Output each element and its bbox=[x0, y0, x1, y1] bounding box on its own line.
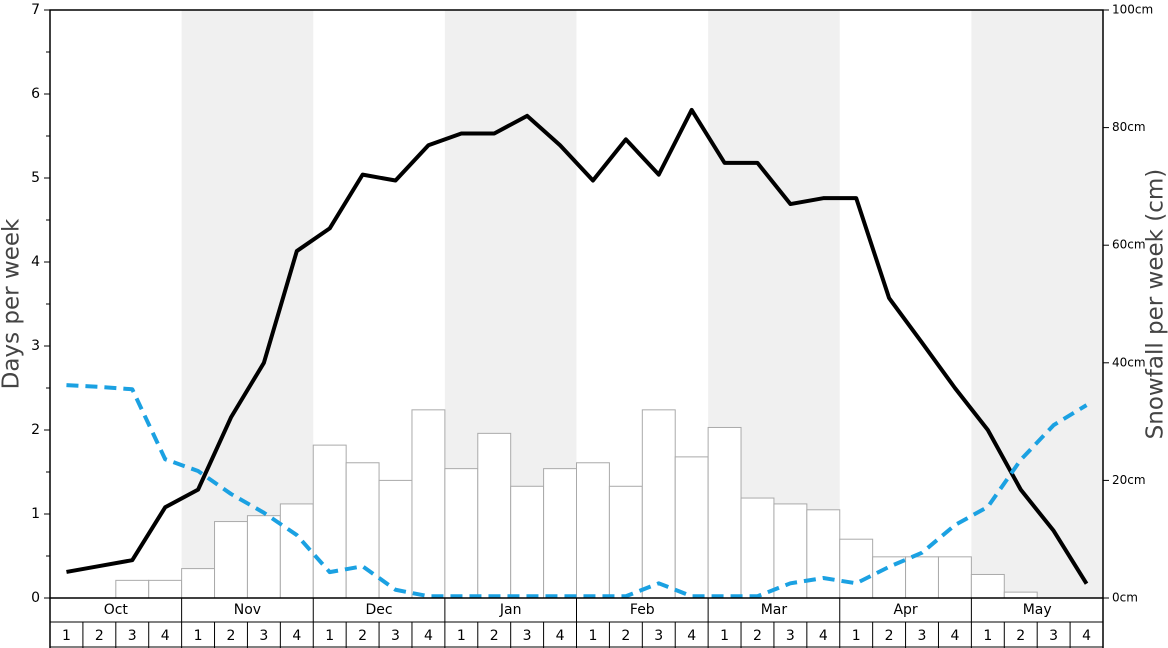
bar bbox=[839, 538, 874, 599]
week-label: 1 bbox=[62, 628, 71, 644]
bar bbox=[214, 521, 248, 599]
bar bbox=[608, 485, 643, 599]
bar bbox=[707, 426, 742, 599]
week-label: 4 bbox=[1082, 628, 1091, 644]
month-band bbox=[181, 10, 314, 598]
week-label: 2 bbox=[753, 628, 762, 644]
y2-tick-label: 60cm bbox=[1112, 238, 1146, 252]
y-tick-label: 7 bbox=[31, 2, 40, 18]
bar bbox=[115, 579, 150, 599]
bar bbox=[345, 462, 380, 599]
week-label: 4 bbox=[819, 628, 828, 644]
y-tick-label: 3 bbox=[31, 338, 40, 354]
y2-tick-label: 20cm bbox=[1112, 473, 1146, 487]
bar bbox=[1003, 591, 1038, 599]
bar bbox=[543, 468, 577, 599]
line bbox=[66, 107, 1089, 585]
week-label: 1 bbox=[720, 628, 729, 644]
month-label: May bbox=[1023, 602, 1052, 618]
week-label: 3 bbox=[918, 628, 927, 644]
week-label: 2 bbox=[227, 628, 236, 644]
week-label: 1 bbox=[852, 628, 861, 644]
week-label: 3 bbox=[786, 628, 795, 644]
bar bbox=[510, 485, 545, 599]
month-label: Apr bbox=[893, 602, 917, 618]
month-label: Jan bbox=[499, 602, 522, 618]
month-label: Nov bbox=[234, 602, 261, 618]
y2-tick-label: 100cm bbox=[1112, 3, 1153, 17]
bar bbox=[181, 568, 216, 599]
bar bbox=[674, 456, 709, 599]
week-label: 4 bbox=[161, 628, 170, 644]
week-label: 2 bbox=[358, 628, 367, 644]
week-label: 4 bbox=[424, 628, 433, 644]
y-tick-label: 0 bbox=[31, 590, 40, 606]
week-label: 1 bbox=[325, 628, 334, 644]
week-label: 1 bbox=[983, 628, 992, 644]
y2-axis-title: Snowfall per week (cm) bbox=[1143, 169, 1168, 440]
bar bbox=[576, 462, 610, 599]
month-label: Dec bbox=[366, 602, 393, 618]
y-tick-label: 6 bbox=[31, 86, 40, 102]
week-label: 3 bbox=[128, 628, 137, 644]
y2-tick-label: 0cm bbox=[1112, 591, 1138, 605]
week-label: 3 bbox=[1049, 628, 1058, 644]
week-label: 2 bbox=[490, 628, 499, 644]
dashed-line bbox=[66, 383, 1088, 599]
week-label: 2 bbox=[1016, 628, 1025, 644]
week-label: 2 bbox=[621, 628, 630, 644]
y-tick-label: 5 bbox=[31, 170, 40, 186]
bar bbox=[970, 573, 1005, 599]
week-label: 4 bbox=[556, 628, 565, 644]
y2-tick-label: 80cm bbox=[1112, 120, 1146, 134]
week-label: 3 bbox=[391, 628, 400, 644]
bar bbox=[411, 409, 446, 599]
month-label: Oct bbox=[104, 602, 129, 618]
week-label: 4 bbox=[292, 628, 301, 644]
week-label: 1 bbox=[194, 628, 203, 644]
week-label: 3 bbox=[654, 628, 663, 644]
bar bbox=[312, 444, 347, 599]
week-label: 1 bbox=[457, 628, 466, 644]
y-tick-label: 2 bbox=[31, 422, 40, 438]
week-label: 4 bbox=[950, 628, 959, 644]
bar bbox=[905, 556, 939, 599]
y2-tick-label: 40cm bbox=[1112, 355, 1146, 369]
y-tick-label: 4 bbox=[31, 254, 40, 270]
bar bbox=[148, 579, 183, 599]
bar bbox=[740, 497, 775, 599]
week-label: 3 bbox=[259, 628, 268, 644]
week-label: 2 bbox=[885, 628, 894, 644]
week-label: 4 bbox=[687, 628, 696, 644]
week-label: 3 bbox=[523, 628, 532, 644]
bar bbox=[246, 515, 281, 599]
bar bbox=[937, 556, 972, 599]
bar bbox=[444, 468, 479, 599]
week-label: 1 bbox=[588, 628, 597, 644]
bar bbox=[806, 509, 841, 599]
bar bbox=[641, 409, 676, 599]
month-label: Mar bbox=[761, 602, 788, 618]
y-axis-title: Days per week bbox=[0, 218, 25, 389]
week-label: 2 bbox=[95, 628, 104, 644]
bar bbox=[477, 432, 512, 599]
y-tick-label: 1 bbox=[31, 506, 40, 522]
month-label: Feb bbox=[630, 602, 655, 618]
